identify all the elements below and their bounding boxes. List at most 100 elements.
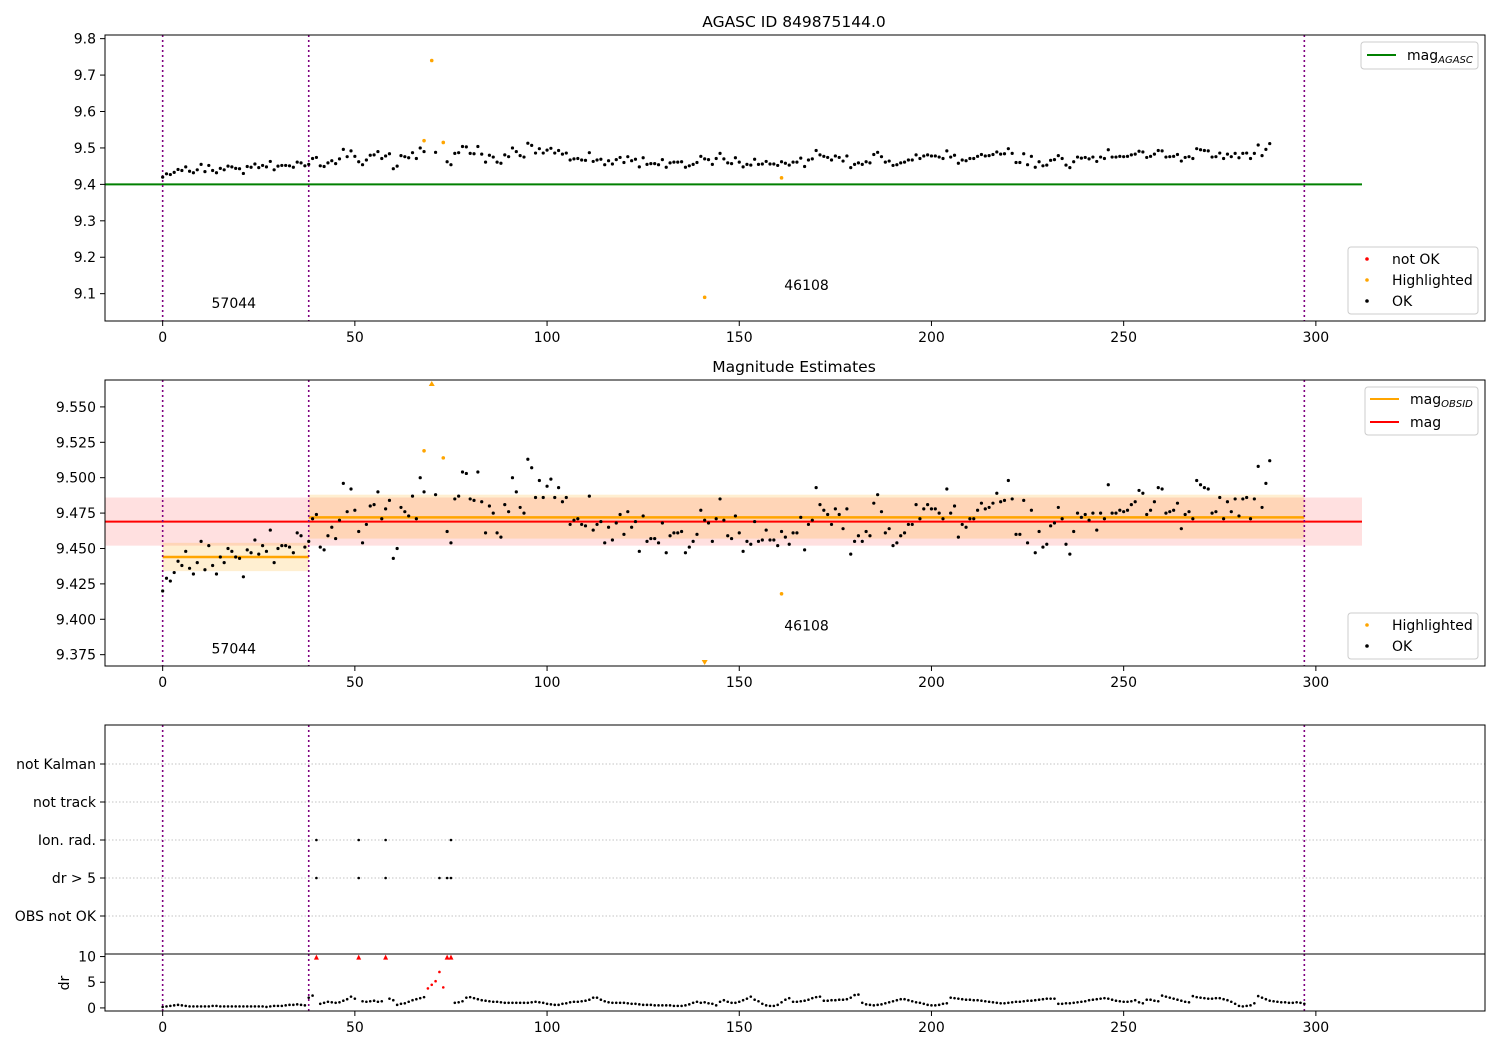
ok-point <box>1141 150 1145 154</box>
ok-point <box>1237 514 1241 518</box>
ok-point <box>695 160 699 165</box>
dr-ok-point <box>1099 997 1102 1000</box>
ok-point <box>887 159 891 163</box>
ok-point <box>922 507 926 511</box>
dr-ok-point <box>261 1005 264 1008</box>
ok-point <box>999 152 1003 156</box>
ok-point <box>253 538 257 542</box>
ok-point <box>276 546 280 551</box>
dr-ok-point <box>1195 995 1198 999</box>
dr-ok-point <box>372 999 376 1003</box>
ok-point <box>710 162 714 166</box>
ok-point <box>587 151 591 155</box>
ok-point <box>422 490 426 494</box>
ok-point <box>968 517 972 521</box>
ok-point <box>633 519 638 524</box>
dr-ok-point <box>326 1000 330 1004</box>
ok-point <box>968 156 972 161</box>
ok-point <box>583 158 588 162</box>
ok-point <box>668 161 672 165</box>
dr-ok-point <box>507 1001 510 1005</box>
ok-point <box>991 501 995 505</box>
dr-not-ok-marker <box>356 954 362 960</box>
ok-point <box>618 512 622 517</box>
ok-point <box>1006 147 1010 151</box>
ok-point <box>287 164 292 168</box>
dr-ok-point <box>1199 996 1202 999</box>
ok-point <box>960 522 964 527</box>
x-tick-label: 100 <box>534 675 561 691</box>
ok-point <box>660 521 664 525</box>
ok-point <box>610 162 615 166</box>
ok-point <box>1179 159 1183 163</box>
dr-ok-point <box>641 1003 645 1007</box>
dr-ok-point <box>864 1003 868 1006</box>
ok-point <box>514 490 518 494</box>
dr-ok-point <box>330 1000 334 1004</box>
dr-ok-point <box>603 999 607 1003</box>
ok-point <box>1125 508 1130 512</box>
y-tick-label: 9.2 <box>74 250 96 266</box>
ok-point <box>945 487 949 491</box>
ok-point <box>837 512 841 517</box>
ok-point <box>614 521 618 525</box>
ok-point <box>906 522 910 527</box>
legend-frame <box>1347 612 1479 660</box>
legend-marker-highlighted <box>1365 623 1369 627</box>
ok-point <box>353 154 357 158</box>
ok-point <box>1156 486 1160 490</box>
dr-ok-point <box>230 1005 234 1008</box>
dr-ok-point <box>1106 997 1110 1000</box>
dr-ok-point <box>338 1000 341 1004</box>
dr-ok-point <box>972 998 976 1002</box>
dr-ok-point <box>1229 1000 1233 1004</box>
legend-marker-highlighted <box>1365 278 1369 282</box>
ok-point <box>683 165 688 169</box>
dr-ok-point <box>960 997 964 1001</box>
ok-point <box>1118 154 1122 158</box>
ok-point <box>460 144 465 149</box>
dr-ok-point <box>522 1001 526 1005</box>
ok-point <box>849 552 853 556</box>
ok-point <box>357 529 361 534</box>
ok-point <box>556 486 561 490</box>
dr-ok-point <box>1091 998 1095 1002</box>
ok-point <box>1145 155 1149 160</box>
obsid-label: 46108 <box>784 278 829 294</box>
ok-point <box>1148 508 1153 512</box>
legend-label-mag: mag <box>1410 415 1441 431</box>
y-tick-label: 9.550 <box>56 400 96 416</box>
dr-ok-point <box>1299 1001 1302 1005</box>
ok-point <box>729 162 734 166</box>
dr-ok-point <box>918 1001 922 1005</box>
ok-point <box>687 545 691 549</box>
ok-point <box>1264 147 1268 151</box>
ok-point <box>272 561 276 565</box>
dr-ok-point <box>1072 1001 1075 1005</box>
dr-not-ok-point <box>441 986 445 989</box>
ok-point <box>699 508 703 512</box>
ok-point <box>826 155 830 160</box>
ok-point <box>829 522 834 527</box>
ok-point <box>1137 488 1141 493</box>
dr-ok-point <box>564 1001 568 1005</box>
ok-point <box>814 148 818 153</box>
ok-point <box>568 522 572 527</box>
y-tick-label: 9.4 <box>74 177 96 193</box>
ok-point <box>872 501 876 505</box>
dr-ok-point <box>987 1000 991 1004</box>
ok-point <box>833 154 837 158</box>
ok-point <box>1056 153 1060 158</box>
ok-point <box>1175 501 1180 505</box>
dr-ok-point <box>880 1003 883 1006</box>
ok-point <box>660 158 664 162</box>
ok-point <box>737 531 741 535</box>
flag-point <box>449 876 453 880</box>
dr-ok-point <box>588 998 591 1002</box>
dr-ok-point <box>772 1004 776 1008</box>
ok-point <box>1064 163 1068 167</box>
ok-point <box>184 549 188 553</box>
dr-ok-point <box>784 998 787 1002</box>
ok-point <box>779 160 784 164</box>
dr-ok-point <box>165 1005 168 1008</box>
